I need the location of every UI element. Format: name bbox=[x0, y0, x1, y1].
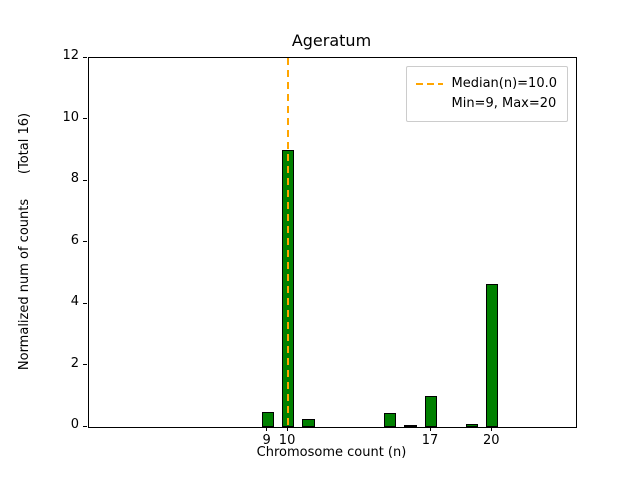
y-tick-label-10: 10 bbox=[62, 109, 79, 125]
x-tick-label-17: 17 bbox=[421, 433, 439, 448]
y-tick-label-4: 4 bbox=[70, 294, 79, 309]
legend-entry-minmax-label: Min=9, Max=20 bbox=[451, 96, 557, 111]
legend-entry-minmax: Min=9, Max=20 bbox=[416, 94, 557, 114]
x-tick-label-20: 20 bbox=[482, 433, 500, 448]
bar-n-17 bbox=[424, 396, 438, 427]
y-tick-mark-4 bbox=[83, 302, 87, 304]
y-tick-label-0: 0 bbox=[70, 417, 79, 432]
y-tick-label-12: 12 bbox=[62, 48, 79, 63]
y-tick-mark-6 bbox=[83, 241, 87, 242]
y-tick-mark-8 bbox=[83, 179, 87, 181]
y-tick-mark-2 bbox=[83, 364, 87, 365]
x-tick-label-10: 10 bbox=[278, 433, 296, 448]
y-tick-label-8: 8 bbox=[70, 171, 79, 186]
y-tick-mark-10 bbox=[83, 118, 87, 119]
y-tick-mark-12 bbox=[83, 56, 87, 58]
chart-title: Ageratum bbox=[291, 31, 372, 50]
x-tick-label-9: 9 bbox=[262, 433, 271, 448]
x-axis-label: Chromosome count (n) bbox=[256, 445, 407, 460]
x-tick-mark-17 bbox=[429, 427, 431, 431]
y-axis-label-wrap: Normalized num of counts (Total 16) bbox=[14, 57, 36, 426]
bar-n-19 bbox=[465, 423, 478, 427]
bar-n-9 bbox=[261, 411, 274, 427]
x-tick-mark-10 bbox=[286, 427, 288, 431]
median-line-sample-icon bbox=[416, 83, 444, 85]
median-line bbox=[287, 58, 290, 427]
bar-n-16 bbox=[404, 425, 417, 428]
x-tick-mark-20 bbox=[490, 427, 492, 431]
bar-n-15 bbox=[384, 413, 397, 427]
y-axis-label: Normalized num of counts (Total 16) bbox=[17, 112, 33, 371]
x-tick-mark-9 bbox=[266, 427, 268, 431]
bar-n-11 bbox=[302, 419, 315, 427]
legend-entry-median: Median(n)=10.0 bbox=[416, 74, 557, 94]
legend-entry-median-label: Median(n)=10.0 bbox=[451, 76, 557, 91]
y-tick-label-2: 2 bbox=[70, 355, 79, 371]
bar-n-20 bbox=[486, 284, 499, 427]
y-tick-label-6: 6 bbox=[70, 232, 79, 248]
y-tick-mark-0 bbox=[83, 425, 87, 427]
legend: Median(n)=10.0 Min=9, Max=20 bbox=[406, 66, 568, 122]
